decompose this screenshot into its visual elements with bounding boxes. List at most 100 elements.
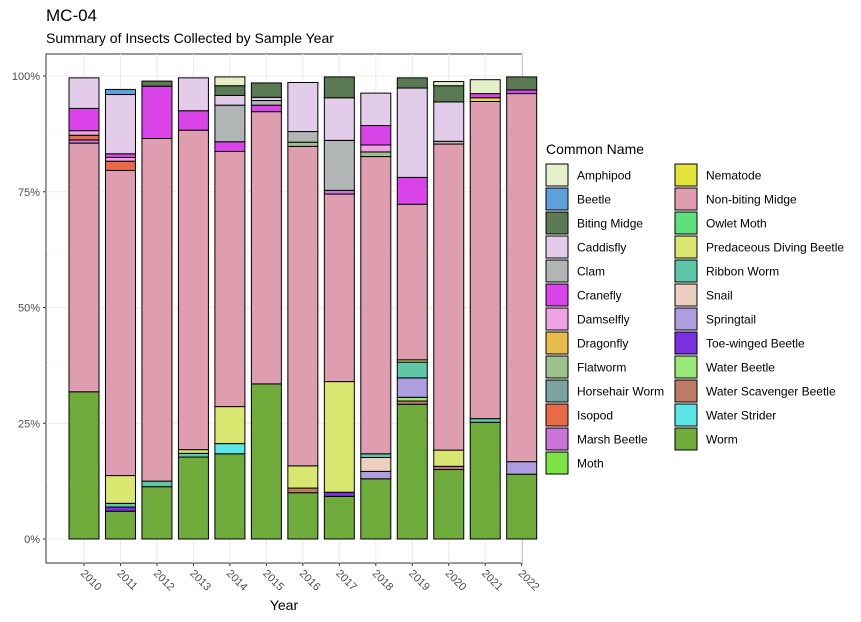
bar-segment-2011-cranefly <box>104 153 136 158</box>
bar-segment-2017-toe-winged-beetle <box>323 491 355 497</box>
bar-segment-2017-worm <box>323 495 355 540</box>
legend-key-clam <box>545 259 569 283</box>
legend-key-non-biting-midge <box>674 187 698 211</box>
legend-label: Isopod <box>577 409 613 423</box>
legend-label: Amphipod <box>577 169 631 183</box>
bar-segment-2019-water-beetle <box>396 396 428 402</box>
legend-label: Predaceous Diving Beetle <box>706 241 844 255</box>
x-tick-label: 2022 <box>516 568 542 594</box>
legend-key-toe-winged-beetle <box>674 331 698 355</box>
y-tick-label: 0% <box>24 534 40 546</box>
bar-segment-2013-non-biting-midge <box>177 129 209 451</box>
legend-label: Horsehair Worm <box>577 385 664 399</box>
bar-segment-2011-isopod <box>104 160 136 171</box>
bar-segment-2021-cranefly <box>469 93 501 99</box>
legend-label: Nematode <box>706 169 762 183</box>
bar-segment-2011-worm <box>104 510 136 540</box>
bar-segment-2017-biting-midge <box>323 76 355 99</box>
bar-segment-2018-worm <box>360 478 392 540</box>
legend-label: Cranefly <box>577 289 622 303</box>
bar-segment-2021-non-biting-midge <box>469 100 501 420</box>
legend-label: Moth <box>577 457 604 471</box>
bar-segment-2016-water-scavenger-beetle <box>287 487 319 494</box>
legend: Common Name Amphipod Beetle Biting Midge Ca… <box>545 141 844 475</box>
legend-key-water-beetle <box>674 355 698 379</box>
legend-key-biting-midge <box>545 211 569 235</box>
legend-label: Water Strider <box>706 409 776 423</box>
bar-segment-2022-cranefly <box>506 89 538 95</box>
bar-segment-2012-biting-midge <box>141 80 173 87</box>
bar-segment-2015-non-biting-midge <box>250 111 282 385</box>
chart-subtitle: Summary of Insects Collected by Sample Y… <box>46 30 334 46</box>
bar-segment-2011-toe-winged-beetle <box>104 506 136 512</box>
bar-segment-2013-ribbon-worm <box>177 452 209 458</box>
bar-segment-2016-non-biting-midge <box>287 145 319 467</box>
bar-segment-2014-predaceous-diving-beetle <box>214 406 246 445</box>
legend-key-amphipod <box>545 163 569 187</box>
bar-segment-2022-worm <box>506 473 538 540</box>
bar-segment-2018-caddisfly <box>360 92 392 127</box>
bar-segment-2013-caddisfly <box>177 77 209 112</box>
x-tick-label: 2020 <box>443 568 469 594</box>
bar-segment-2016-clam <box>287 131 319 143</box>
x-tick-label: 2021 <box>479 568 505 594</box>
y-tick-label: 25% <box>18 418 40 430</box>
bar-segment-2015-clam <box>250 100 282 106</box>
legend-key-isopod <box>545 403 569 427</box>
legend-key-beetle <box>545 187 569 211</box>
y-axis: 0% 25% 50% 75% 100% <box>12 71 46 546</box>
bar-segment-2018-springtail <box>360 470 392 480</box>
bar-segment-2014-cranefly <box>214 141 246 152</box>
legend-label: Water Scavenger Beetle <box>706 385 836 399</box>
x-axis-title: Year <box>270 597 299 613</box>
legend-key-water-scavenger-beetle <box>674 379 698 403</box>
legend-key-predaceous-diving-beetle <box>674 235 698 259</box>
legend-label: Non-biting Midge <box>706 193 797 207</box>
bar-segment-2022-springtail <box>506 461 538 475</box>
x-tick-label: 2014 <box>224 568 250 594</box>
bar-segment-2018-damselfly <box>360 144 392 153</box>
bar-segment-2017-non-biting-midge <box>323 193 355 383</box>
bar-segment-2018-snail <box>360 457 392 472</box>
legend-label: Beetle <box>577 193 611 207</box>
legend-key-springtail <box>674 307 698 331</box>
legend-label: Snail <box>706 289 733 303</box>
legend-label: Marsh Beetle <box>577 433 648 447</box>
legend-label: Toe-winged Beetle <box>706 337 805 351</box>
bar-segment-2019-cranefly <box>396 176 428 205</box>
bar-segment-2012-non-biting-midge <box>141 138 173 482</box>
bar-segment-2013-predaceous-diving-beetle <box>177 449 209 454</box>
bar-segment-2010-non-biting-midge <box>68 142 100 393</box>
bar-segment-2011-beetle <box>104 88 136 96</box>
legend-label: Ribbon Worm <box>706 265 779 279</box>
legend-key-water-strider <box>674 403 698 427</box>
bar-segment-2015-cranefly <box>250 104 282 113</box>
bar-segment-2018-ribbon-worm <box>360 453 392 459</box>
bar-segment-2022-biting-midge <box>506 76 538 91</box>
bar-segment-2019-worm <box>396 403 428 540</box>
chart-title: MC-04 <box>46 6 97 25</box>
bar-segment-2019-biting-midge <box>396 77 428 89</box>
bar-segment-2012-ribbon-worm <box>141 480 173 488</box>
bar-segment-2014-amphipod <box>214 76 246 87</box>
x-tick-label: 2013 <box>187 568 213 594</box>
bar-segment-2020-non-biting-midge <box>433 143 465 451</box>
bar-segment-2016-worm <box>287 492 319 540</box>
bar-segment-2015-biting-midge <box>250 82 282 98</box>
legend-label: Damselfly <box>577 313 630 327</box>
legend-title: Common Name <box>546 141 644 157</box>
x-tick-label: 2012 <box>151 568 177 594</box>
bar-segment-2011-caddisfly <box>104 94 136 155</box>
legend-label: Springtail <box>706 313 756 327</box>
plot-area <box>45 53 538 564</box>
bar-segment-2014-biting-midge <box>214 85 246 96</box>
bar-segment-2016-predaceous-diving-beetle <box>287 465 319 489</box>
legend-key-worm <box>674 427 698 451</box>
bar-segment-2016-caddisfly <box>287 81 319 133</box>
legend-key-damselfly <box>545 307 569 331</box>
bar-segment-2017-clam <box>323 139 355 191</box>
legend-key-moth <box>545 451 569 475</box>
bar-segment-2010-damselfly <box>68 130 100 136</box>
legend-key-snail <box>674 283 698 307</box>
bar-segment-2015-worm <box>250 383 282 540</box>
